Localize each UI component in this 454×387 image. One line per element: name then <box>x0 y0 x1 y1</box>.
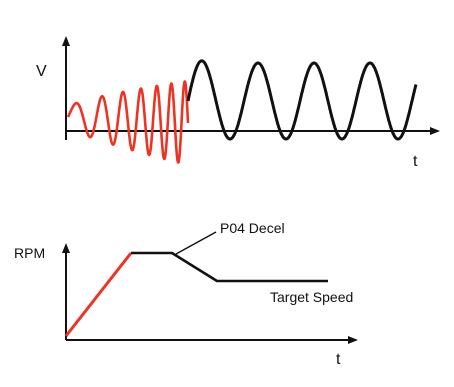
decel-leader-line <box>175 231 217 255</box>
voltage-x-axis-label: t <box>413 153 418 170</box>
voltage-y-axis-label: V <box>36 63 47 80</box>
rpm-x-axis-arrow <box>348 336 358 344</box>
steady-waveform <box>186 59 418 141</box>
accelerating-waveform <box>66 80 190 164</box>
acceleration-ramp <box>64 252 133 337</box>
rpm-x-axis-label: t <box>336 351 341 368</box>
target-speed-annotation: Target Speed <box>270 289 353 305</box>
rpm-y-axis-arrow <box>62 243 70 253</box>
voltage-y-axis-arrow <box>62 36 70 46</box>
rpm-y-axis-label: RPM <box>14 245 45 261</box>
voltage-x-axis-arrow <box>430 127 440 135</box>
speed-profile-line <box>131 251 328 283</box>
voltage-plot: V t <box>36 36 440 170</box>
rpm-plot: RPM t P04 Decel Target Speed <box>14 220 358 368</box>
decel-annotation: P04 Decel <box>220 220 285 236</box>
